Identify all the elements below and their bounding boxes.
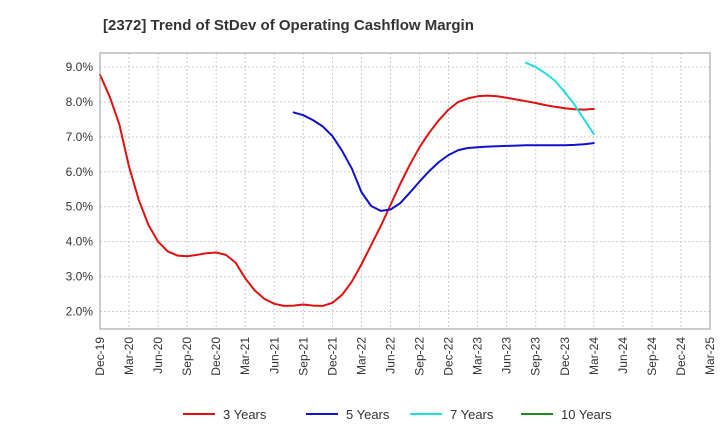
x-tick-label: Sep-24: [645, 337, 659, 376]
y-tick-label: 5.0%: [66, 200, 94, 214]
x-tick-label: Jun-20: [151, 337, 165, 374]
x-tick-label: Dec-22: [442, 337, 456, 376]
y-tick-label: 7.0%: [66, 130, 94, 144]
y-tick-label: 2.0%: [66, 305, 94, 319]
series-line-1: [99, 73, 595, 307]
x-tick-label: Dec-20: [209, 337, 223, 376]
x-tick-label: Dec-24: [674, 337, 688, 376]
y-tick-label: 9.0%: [66, 60, 94, 74]
plot-frame: [99, 52, 711, 330]
x-tick-label: Jun-24: [616, 337, 630, 374]
y-tick-label: 6.0%: [66, 165, 94, 179]
x-tick-label: Jun-22: [383, 337, 397, 374]
series-lines: [99, 61, 595, 307]
x-tick-label: Mar-20: [122, 337, 136, 375]
x-tick-label: Mar-22: [354, 337, 368, 375]
legend-label-1: 3 Years: [223, 407, 267, 422]
y-tick-label: 4.0%: [66, 235, 94, 249]
x-tick-label: Sep-20: [180, 337, 194, 376]
x-tick-label: Sep-22: [413, 337, 427, 376]
y-tick-label: 3.0%: [66, 270, 94, 284]
x-tick-label: Sep-23: [529, 337, 543, 376]
x-tick-label: Mar-21: [238, 337, 252, 375]
x-tick-label: Mar-23: [471, 337, 485, 375]
plot-background: [100, 53, 710, 329]
x-tick-label: Mar-25: [703, 337, 717, 375]
chart-title: [2372] Trend of StDev of Operating Cashf…: [103, 17, 474, 34]
x-tick-label: Sep-21: [296, 337, 310, 376]
x-axis-tick-labels: Dec-19 Mar-20 Jun-20 Sep-20 Dec-20 Mar-21 Jun-…: [93, 337, 717, 376]
legend-label-2: 5 Years: [346, 407, 390, 422]
legend-label-3: 7 Years: [450, 407, 494, 422]
x-tick-label: Jun-21: [267, 337, 281, 374]
y-tick-label: 8.0%: [66, 95, 94, 109]
x-tick-label: Mar-24: [587, 337, 601, 375]
x-tick-label: Dec-19: [93, 337, 107, 376]
series-line-3: [525, 61, 595, 136]
y-axis-tick-labels: 2.0% 3.0% 4.0% 5.0% 6.0% 7.0% 8.0% 9.0%: [66, 60, 94, 319]
x-tick-label: Dec-23: [558, 337, 572, 376]
series-line-2: [292, 111, 595, 212]
legend-label-4: 10 Years: [561, 407, 612, 422]
legend: 3 Years 5 Years 7 Years 10 Years: [183, 407, 612, 422]
x-tick-label: Dec-21: [325, 337, 339, 376]
x-tick-label: Jun-23: [500, 337, 514, 374]
